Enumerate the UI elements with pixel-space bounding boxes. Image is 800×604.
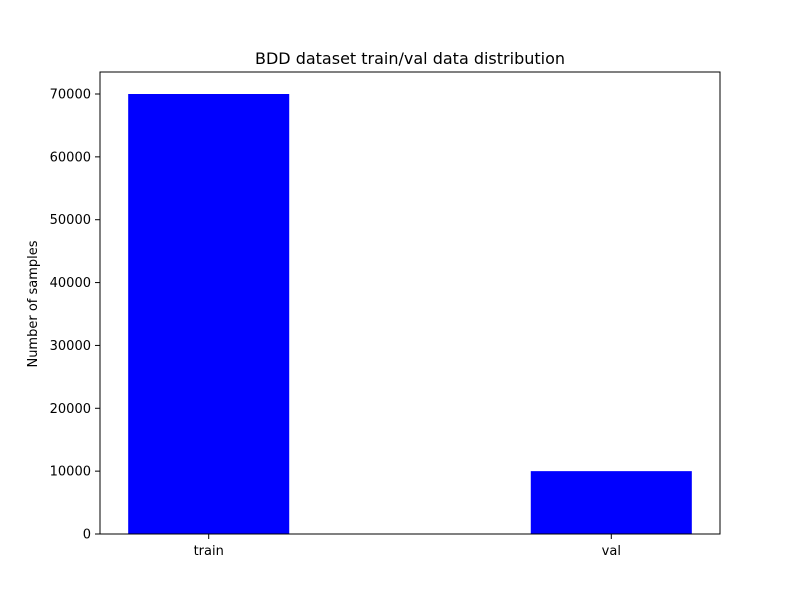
- x-axis-ticks: train val: [194, 534, 621, 559]
- y-axis-label: Number of samples: [26, 240, 41, 367]
- y-tick-label: 50000: [50, 213, 91, 228]
- x-tick-label-train: train: [194, 544, 224, 559]
- y-tick-label: 20000: [50, 402, 91, 417]
- y-axis-ticks: 0 10000 20000 30000 40000 50000 60000 70000: [50, 88, 100, 543]
- y-tick-label: 60000: [50, 150, 91, 165]
- chart-title: BDD dataset train/val data distribution: [255, 49, 565, 68]
- bars-group: [128, 94, 692, 534]
- y-tick-label: 30000: [50, 339, 91, 354]
- y-tick-label: 10000: [50, 465, 91, 480]
- y-tick-label: 70000: [50, 88, 91, 103]
- bar-train: [128, 94, 290, 534]
- y-tick-label: 40000: [50, 276, 91, 291]
- bar-val: [530, 471, 692, 534]
- plot-frame: [99, 71, 721, 535]
- y-tick-label: 0: [83, 528, 91, 543]
- x-tick-label-val: val: [602, 544, 621, 559]
